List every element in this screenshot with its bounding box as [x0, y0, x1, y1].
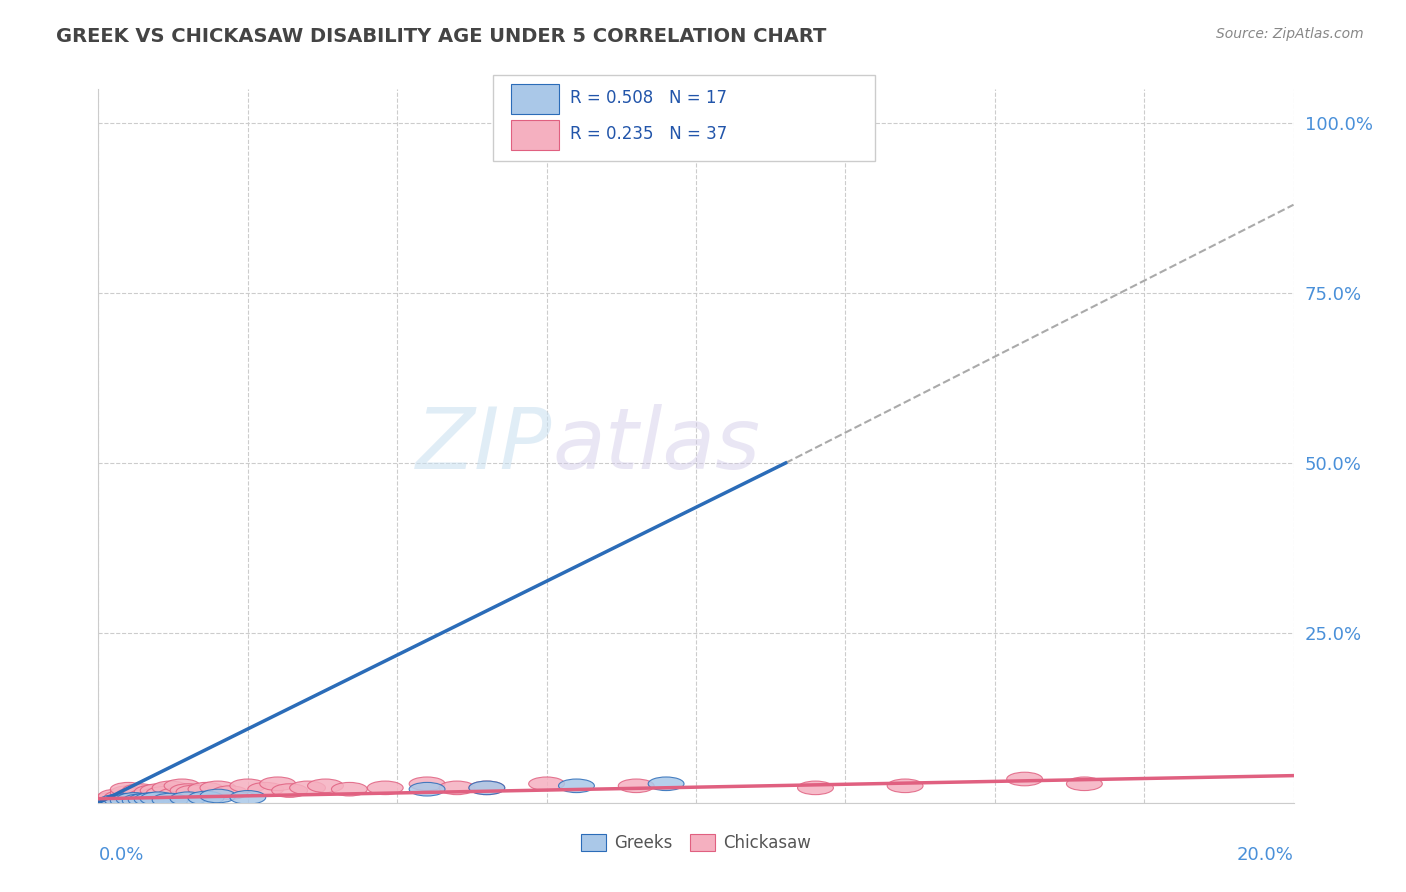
Ellipse shape — [188, 782, 224, 796]
Ellipse shape — [247, 782, 284, 796]
Ellipse shape — [409, 782, 446, 796]
Ellipse shape — [152, 781, 188, 795]
Text: 0.0%: 0.0% — [98, 846, 143, 863]
Ellipse shape — [141, 788, 176, 801]
Ellipse shape — [146, 787, 183, 800]
Text: R = 0.235   N = 37: R = 0.235 N = 37 — [571, 125, 728, 143]
Ellipse shape — [98, 789, 135, 803]
FancyBboxPatch shape — [510, 84, 558, 114]
Ellipse shape — [122, 784, 159, 797]
Ellipse shape — [117, 788, 152, 801]
Text: atlas: atlas — [553, 404, 761, 488]
Ellipse shape — [93, 793, 128, 806]
Ellipse shape — [470, 781, 505, 795]
Ellipse shape — [128, 789, 165, 803]
Ellipse shape — [797, 781, 834, 795]
Ellipse shape — [260, 777, 295, 790]
Ellipse shape — [529, 777, 565, 790]
Ellipse shape — [887, 779, 924, 793]
Ellipse shape — [470, 781, 505, 795]
Ellipse shape — [165, 779, 200, 793]
Ellipse shape — [152, 793, 188, 807]
Ellipse shape — [141, 792, 176, 805]
Ellipse shape — [200, 781, 236, 795]
Ellipse shape — [332, 782, 367, 796]
Ellipse shape — [110, 782, 146, 796]
Ellipse shape — [117, 793, 152, 806]
Text: Source: ZipAtlas.com: Source: ZipAtlas.com — [1216, 27, 1364, 41]
Ellipse shape — [110, 794, 146, 807]
Ellipse shape — [141, 784, 176, 797]
Ellipse shape — [170, 784, 207, 797]
Ellipse shape — [159, 788, 194, 801]
Ellipse shape — [188, 791, 224, 805]
Ellipse shape — [367, 781, 404, 795]
Ellipse shape — [648, 777, 685, 790]
Ellipse shape — [1067, 777, 1102, 790]
Ellipse shape — [135, 785, 170, 798]
Ellipse shape — [231, 790, 266, 805]
Ellipse shape — [231, 779, 266, 793]
Text: GREEK VS CHICKASAW DISABILITY AGE UNDER 5 CORRELATION CHART: GREEK VS CHICKASAW DISABILITY AGE UNDER … — [56, 27, 827, 45]
Text: R = 0.508   N = 17: R = 0.508 N = 17 — [571, 89, 727, 107]
FancyBboxPatch shape — [494, 75, 876, 161]
Text: ZIP: ZIP — [416, 404, 553, 488]
Ellipse shape — [104, 790, 141, 805]
Ellipse shape — [104, 793, 141, 807]
Ellipse shape — [122, 794, 159, 807]
Ellipse shape — [290, 781, 326, 795]
Ellipse shape — [1007, 772, 1043, 786]
Ellipse shape — [200, 789, 236, 803]
Ellipse shape — [308, 779, 343, 793]
Ellipse shape — [212, 786, 247, 799]
Ellipse shape — [271, 784, 308, 797]
Ellipse shape — [409, 777, 446, 790]
Ellipse shape — [176, 785, 212, 798]
Ellipse shape — [619, 779, 654, 793]
Legend: Greeks, Chickasaw: Greeks, Chickasaw — [575, 827, 817, 859]
Text: 20.0%: 20.0% — [1237, 846, 1294, 863]
FancyBboxPatch shape — [510, 120, 558, 150]
Ellipse shape — [98, 795, 135, 808]
Ellipse shape — [439, 781, 475, 795]
Ellipse shape — [128, 793, 165, 807]
Ellipse shape — [170, 792, 207, 805]
Ellipse shape — [110, 786, 146, 799]
Ellipse shape — [135, 793, 170, 806]
Ellipse shape — [558, 779, 595, 793]
